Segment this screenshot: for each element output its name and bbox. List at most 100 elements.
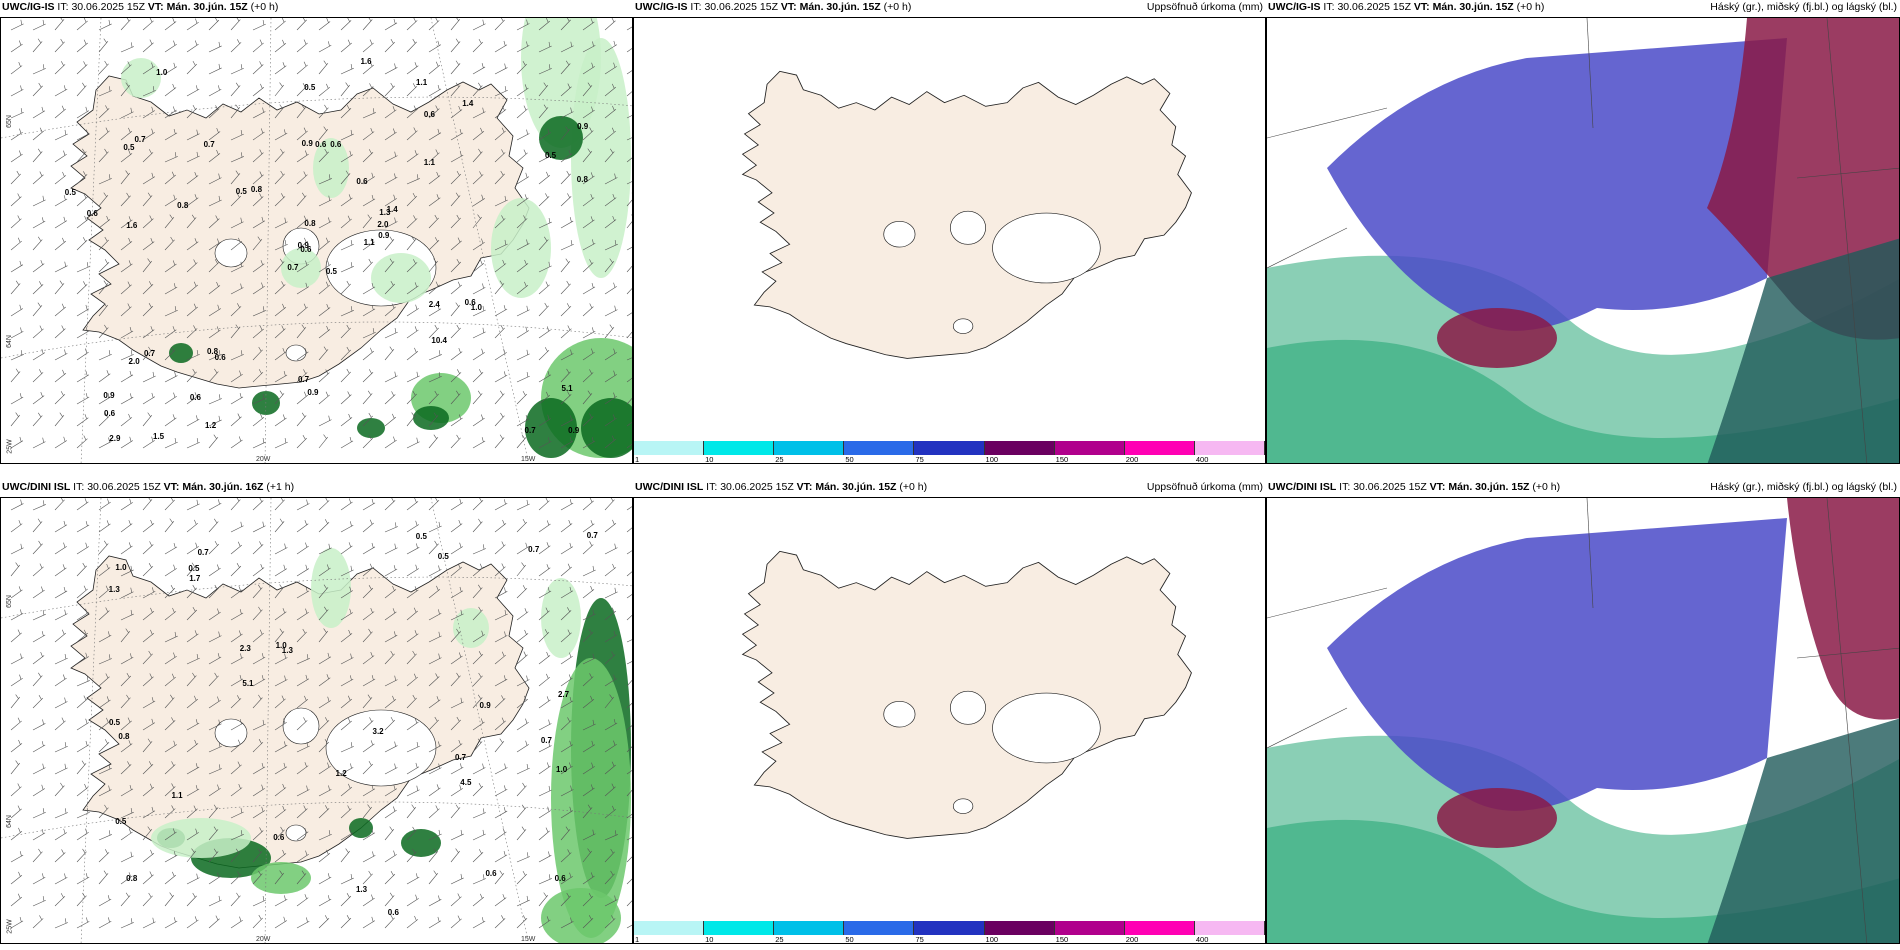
precip-value-label: 0.6 (387, 908, 399, 918)
precip-value-label: 0.6 (214, 352, 226, 362)
precip-value-label: 0.5 (108, 718, 121, 728)
precip-value-label: 0.5 (188, 563, 200, 573)
header-model: UWC/DINI ISL (1268, 481, 1337, 493)
header-vt-label: VT: (147, 1, 164, 13)
colorbar-tick: 150 (1055, 455, 1069, 464)
precip-value-label: 0.8 (206, 346, 219, 356)
panel-clouds-bottom: UWC/DINI ISL IT: 30.06.2025 15Z VT: Mán.… (1266, 481, 1900, 944)
precip-field (151, 548, 631, 943)
precip-value-label: 0.9 (378, 230, 390, 240)
graticule (1, 498, 632, 943)
map-group (741, 550, 1192, 839)
header-lead: (+0 h) (1532, 481, 1561, 493)
header-vt: Mán. 30.jún. 15Z (1432, 1, 1514, 13)
colorbar-swatch (634, 441, 705, 455)
precip-value-label: 1.0 (115, 562, 127, 572)
precip-value-label: 0.6 (485, 868, 497, 878)
colorbar-swatch (704, 921, 775, 935)
precip-value-label: 0.7 (524, 425, 536, 435)
precip-value-label: 0.6 (86, 208, 98, 218)
colorbar-tick: 75 (915, 935, 924, 944)
colorbar: 1 10 25 50 75 100 150 200 400 (634, 441, 1265, 464)
colorbar-swatch (984, 921, 1055, 935)
precip-value-label: 1.1 (423, 157, 435, 167)
colorbar-tick: 100 (985, 935, 999, 944)
colorbar-tick: 150 (1055, 935, 1069, 944)
wind-barbs (10, 18, 632, 449)
header-left: UWC/DINI ISL IT: 30.06.2025 15Z VT: Mán.… (1268, 478, 1560, 496)
colorbar-tick: 100 (985, 455, 999, 464)
precip-value-label: 1.4 (462, 99, 474, 109)
header-right-title: Uppsöfnuð úrkoma (mm) (1146, 1, 1263, 13)
precip-value-label: 0.7 (586, 530, 598, 540)
header-vt: Mán. 30.jún. 15Z (166, 1, 248, 13)
axis-tick-label: 20W (256, 936, 271, 943)
map-canvas (741, 70, 1192, 359)
colorbar-tick: 50 (845, 935, 854, 944)
precip-value-label: 0.9 (479, 700, 491, 710)
precip-field (121, 18, 632, 458)
map-canvas (741, 550, 1192, 839)
precip-value-label: 2.7 (557, 690, 570, 700)
precip-value-label: 1.1 (416, 77, 428, 87)
axis-tick-label: 64N (5, 335, 13, 348)
panel-header: UWC/IG-IS IT: 30.06.2025 15Z VT: Mán. 30… (1, 0, 632, 16)
precip-value-label: 1.3 (355, 884, 368, 894)
precip-value-label: 1.3 (379, 208, 391, 218)
precip-value-label: 2.0 (377, 220, 389, 230)
colorbar-swatch (1054, 921, 1125, 935)
panel-clouds-top: UWC/IG-IS IT: 30.06.2025 15Z VT: Mán. 30… (1266, 1, 1900, 464)
precip-value-label: 0.6 (554, 873, 566, 883)
precip-value-label: 2.3 (239, 643, 251, 653)
cloud-field (1267, 498, 1899, 943)
header-it: 30.06.2025 15Z (704, 1, 778, 13)
header-model: UWC/DINI ISL (635, 481, 704, 493)
header-model: UWC/IG-IS (1268, 1, 1321, 13)
precip-value-label: 0.5 (544, 151, 557, 161)
colorbar-tick: 400 (1195, 455, 1209, 464)
map-group (741, 70, 1192, 359)
header-vt: Mán. 30.jún. 15Z (799, 1, 881, 13)
header-left: UWC/IG-IS IT: 30.06.2025 15Z VT: Mán. 30… (2, 0, 278, 16)
header-lead: (+0 h) (250, 1, 279, 13)
precip-value-label: 0.9 (297, 241, 309, 251)
header-it: 30.06.2025 15Z (1353, 481, 1427, 493)
precip-value-label: 0.5 (123, 143, 135, 153)
colorbar: 1 10 25 50 75 100 150 200 400 (634, 921, 1265, 944)
header-left: UWC/IG-IS IT: 30.06.2025 15Z VT: Mán. 30… (1268, 0, 1544, 16)
precip-value-label: 5.1 (242, 679, 254, 689)
precip-value-label: 1.0 (470, 302, 482, 312)
precip-value-label: 1.1 (171, 790, 183, 800)
precip-value-label: 0.9 (568, 426, 580, 436)
header-it-label: IT: (1339, 481, 1351, 493)
colorbar-tick: 1 (635, 455, 640, 464)
header-vt-label: VT: (796, 481, 813, 493)
header-lead: (+1 h) (266, 481, 295, 493)
panel-header: UWC/DINI ISL IT: 30.06.2025 15Z VT: Mán.… (1, 478, 632, 496)
precip-value-label: 3.2 (372, 727, 384, 737)
precip-value-label: 0.6 (315, 140, 327, 150)
precip-value-label: 0.8 (126, 873, 138, 883)
precip-value-label: 0.7 (540, 736, 552, 746)
colorbar-swatch (914, 921, 985, 935)
colorbar-tick: 10 (705, 455, 714, 464)
axis-tick-label: 20W (256, 456, 271, 463)
precip-value-label: 0.7 (197, 548, 209, 558)
panel-header: UWC/DINI ISL IT: 30.06.2025 15Z VT: Mán.… (634, 478, 1265, 496)
map-canvas (1267, 498, 1899, 943)
header-it-label: IT: (73, 481, 85, 493)
header-vt-label: VT: (1413, 1, 1430, 13)
map-canvas (1, 498, 632, 943)
precip-value-label: 0.5 (437, 552, 449, 562)
precip-value-label: 5.1 (561, 383, 573, 393)
header-vt-label: VT: (1429, 481, 1446, 493)
precip-value-label: 2.0 (128, 357, 140, 367)
precip-value-label: 0.6 (300, 245, 312, 255)
header-it: 30.06.2025 15Z (87, 481, 161, 493)
axis-tick-label: 64N (5, 815, 13, 828)
colorbar-swatch (1054, 441, 1125, 455)
precip-value-label: 1.5 (153, 432, 165, 442)
header-it-label: IT: (57, 1, 69, 13)
precip-value-label: 4.5 (460, 777, 472, 787)
precip-value-label: 1.0 (156, 67, 168, 77)
